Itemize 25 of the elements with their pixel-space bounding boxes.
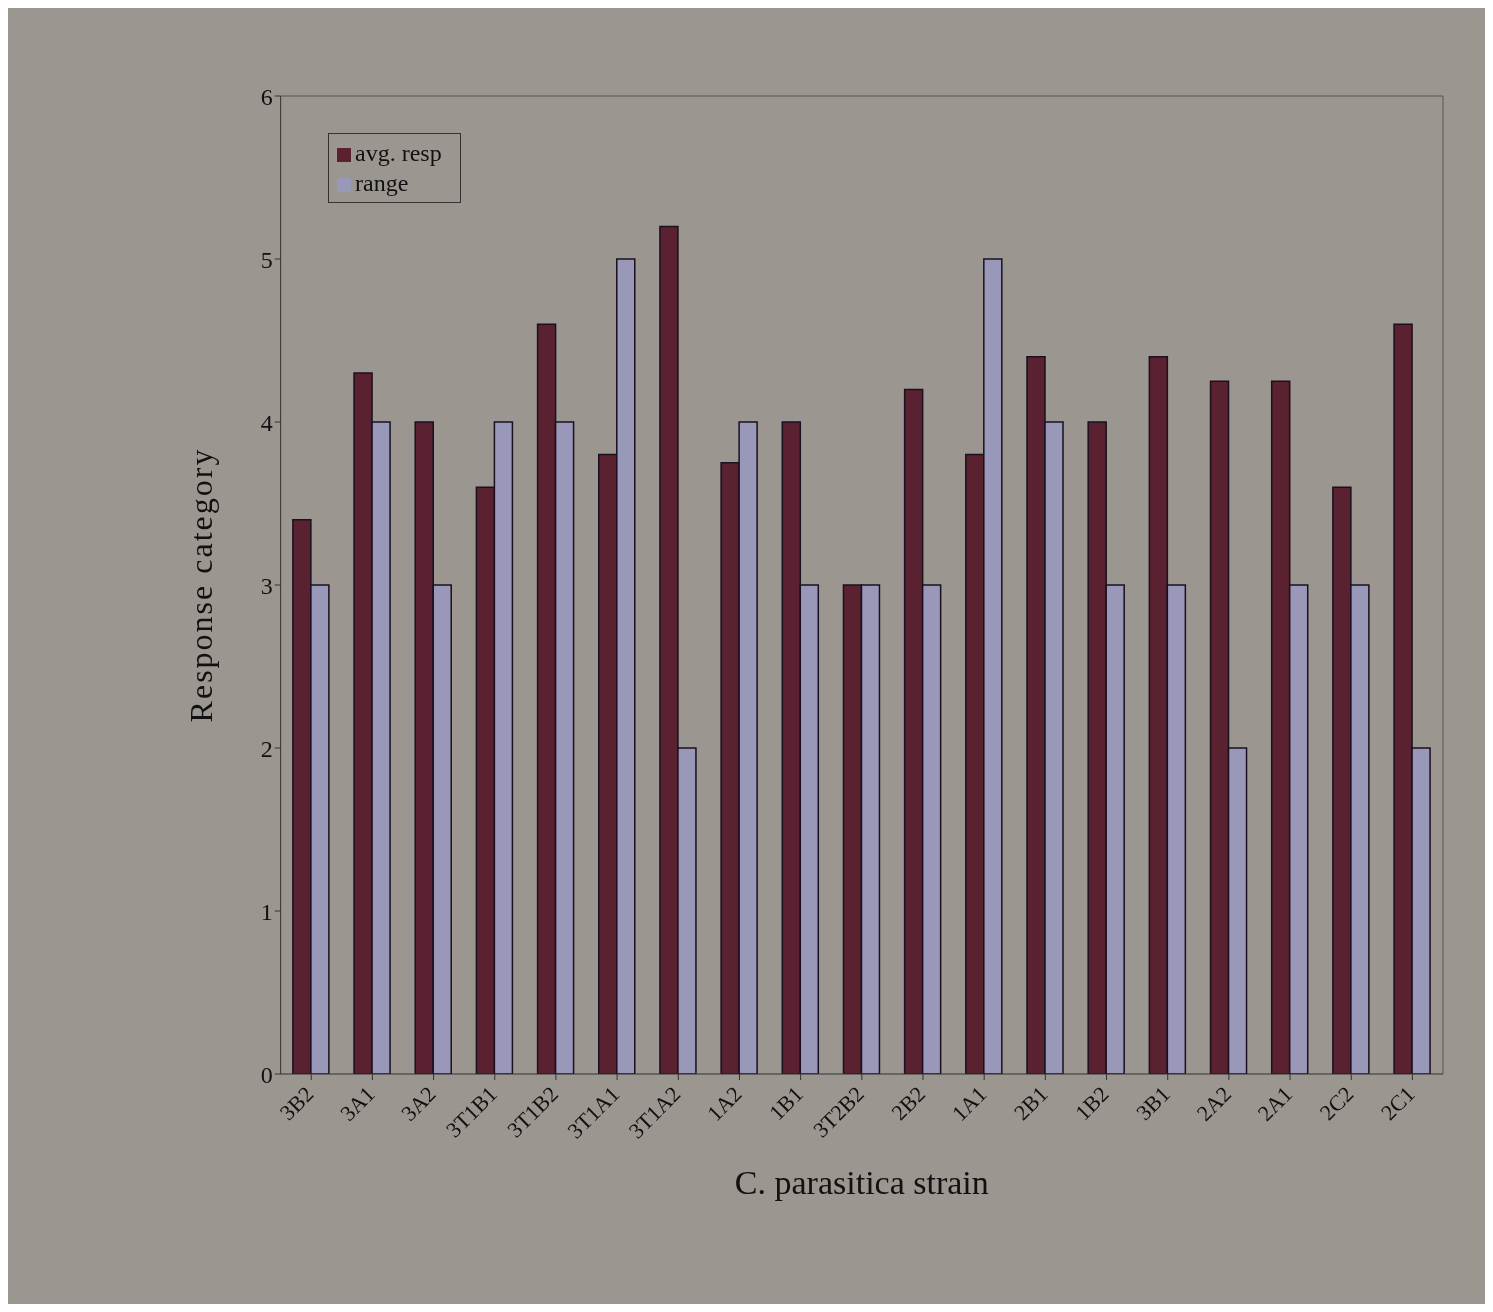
y-tick-label: 3 [260,572,273,599]
x-axis-title: C. parasitica strain [734,1164,989,1201]
legend-label: avg. resp [355,140,442,166]
x-tick-label: 2C2 [1314,1081,1359,1126]
y-tick-label: 5 [260,246,273,273]
y-tick-label: 1 [260,898,273,925]
x-tick-label: 1A1 [946,1081,992,1126]
y-axis-title: Response category [183,447,219,723]
x-tick-label: 1B2 [1070,1081,1114,1126]
y-tick-label: 6 [260,83,273,110]
x-tick-label: 1B1 [764,1081,808,1126]
y-tick-label: 0 [260,1061,273,1088]
x-tick-label: 2B1 [1008,1081,1053,1126]
x-tick-label: 2A2 [1191,1081,1236,1126]
x-tick-label: 2A1 [1252,1081,1298,1126]
legend-label: range [355,170,409,196]
x-tick-label: 3B2 [274,1081,319,1126]
x-tick-label: 1A2 [702,1081,747,1126]
x-tick-label: 2B2 [886,1081,931,1126]
x-tick-label: 3A1 [335,1081,380,1126]
x-tick-label: 3B1 [1131,1081,1175,1126]
y-tick-label: 2 [260,735,273,762]
y-tick-label: 4 [260,409,273,436]
x-tick-label: 3A2 [396,1081,441,1126]
x-tick-label: 2C1 [1375,1081,1420,1126]
